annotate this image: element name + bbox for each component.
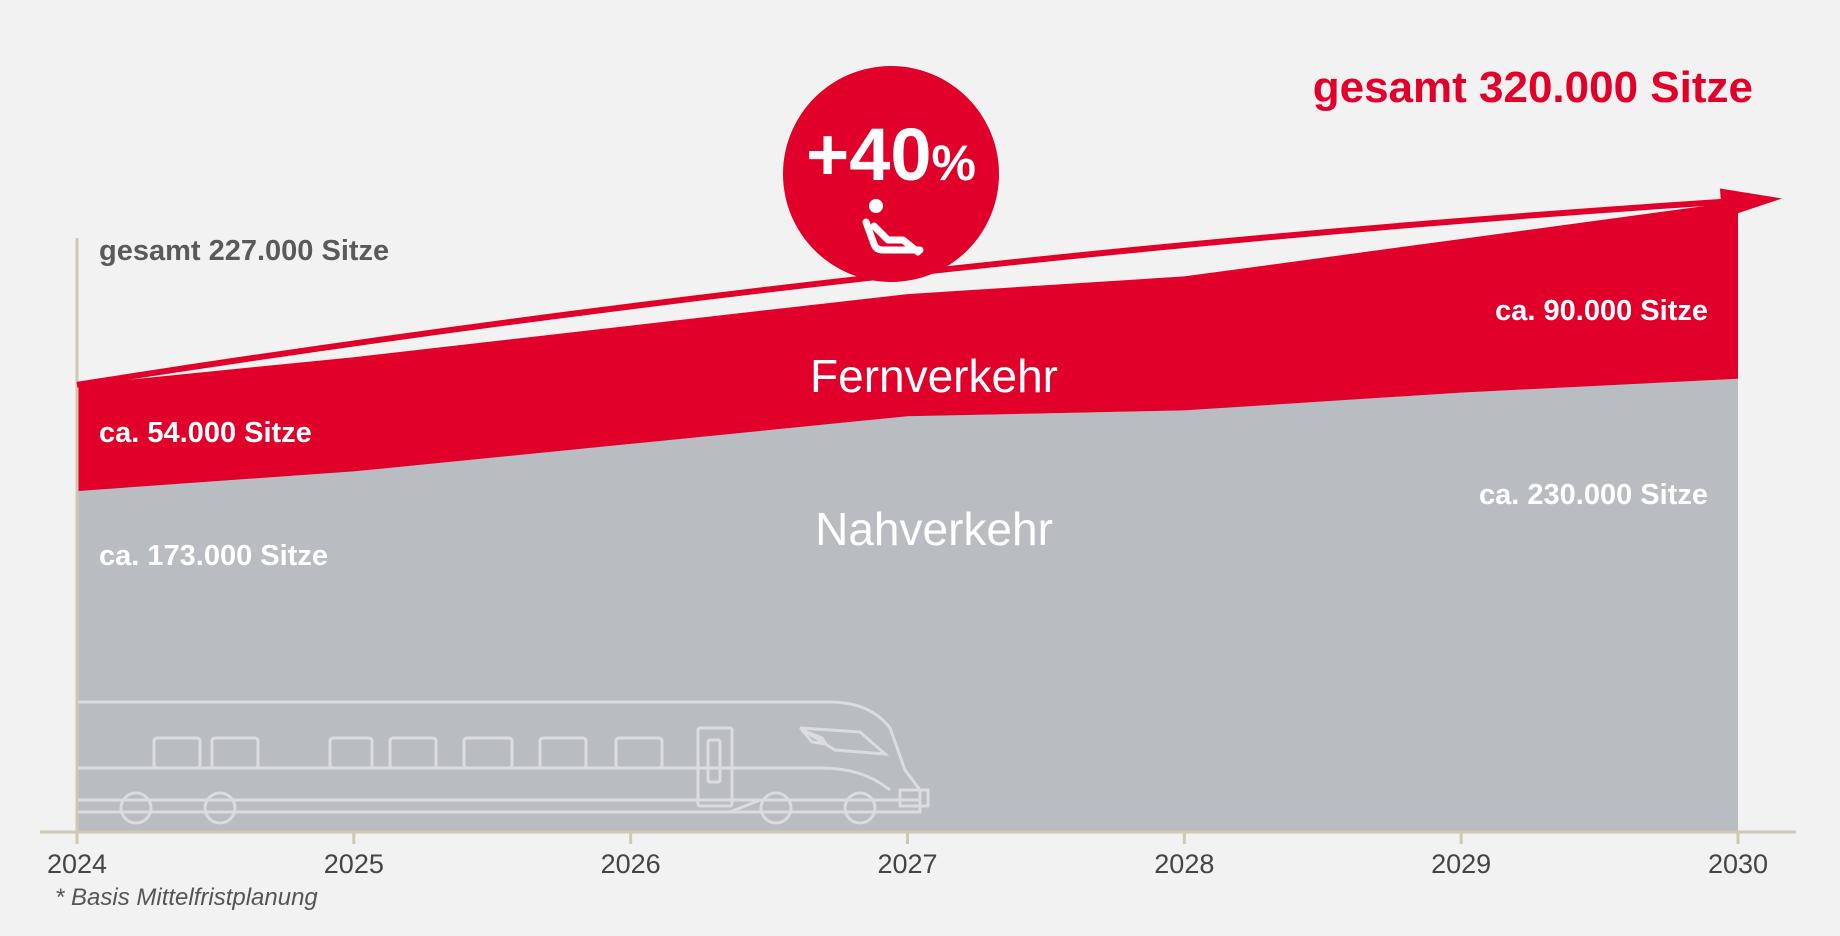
x-tick-label: 2028 xyxy=(1154,849,1214,879)
train-icon xyxy=(78,700,930,825)
nahverkehr-label: Nahverkehr xyxy=(815,503,1053,555)
start-total-label: gesamt 227.000 Sitze xyxy=(99,235,389,267)
x-axis-ticks: 2024 2025 2026 2027 2028 2029 2030 xyxy=(47,832,1768,879)
seat-icon xyxy=(862,199,924,256)
footnote: * Basis Mittelfristplanung xyxy=(55,884,318,911)
fernverkehr-area xyxy=(77,201,1738,492)
badge-number: +40 xyxy=(806,113,932,196)
x-tick-label: 2030 xyxy=(1708,849,1768,879)
x-tick-label: 2027 xyxy=(877,849,937,879)
growth-badge: +40% xyxy=(783,66,999,282)
nahverkehr-area xyxy=(77,378,1738,832)
badge-circle xyxy=(783,66,999,282)
x-tick-label: 2029 xyxy=(1431,849,1491,879)
x-tick-label: 2024 xyxy=(47,849,107,879)
fern-end-label: ca. 90.000 Sitze xyxy=(1495,295,1708,327)
svg-text:+40%: +40% xyxy=(806,113,976,196)
nah-end-label: ca. 230.000 Sitze xyxy=(1479,479,1708,511)
badge-percent: % xyxy=(932,135,976,191)
x-tick-label: 2025 xyxy=(324,849,384,879)
arrow-head xyxy=(1720,188,1782,219)
x-tick-label: 2026 xyxy=(601,849,661,879)
fernverkehr-label: Fernverkehr xyxy=(810,350,1058,402)
end-total-label: gesamt 320.000 Sitze xyxy=(1313,63,1753,112)
nah-start-label: ca. 173.000 Sitze xyxy=(99,540,328,572)
fern-start-label: ca. 54.000 Sitze xyxy=(99,417,312,449)
